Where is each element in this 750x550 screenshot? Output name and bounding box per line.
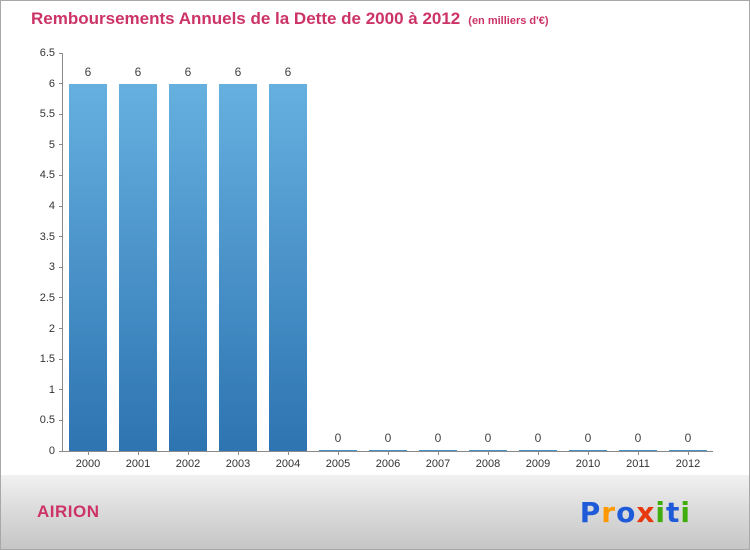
chart-subtitle: (en milliers d'€) bbox=[468, 15, 549, 27]
y-axis-label: 4 bbox=[48, 200, 55, 213]
y-axis-label: 4.5 bbox=[39, 169, 55, 182]
y-axis-tick bbox=[59, 266, 63, 268]
x-axis-tick bbox=[187, 451, 189, 455]
x-axis-label: 2007 bbox=[425, 458, 451, 470]
bar-value-label: 6 bbox=[234, 65, 242, 79]
bar bbox=[669, 450, 707, 451]
y-axis-tick bbox=[59, 52, 63, 54]
y-axis-tick bbox=[59, 419, 63, 421]
y-axis-tick bbox=[59, 144, 63, 146]
logo-letter: P bbox=[579, 495, 602, 529]
x-axis-tick bbox=[87, 451, 89, 455]
proxiti-logo: Proxiti bbox=[580, 496, 691, 529]
bar-value-label: 0 bbox=[684, 431, 692, 445]
x-axis-tick bbox=[287, 451, 289, 455]
bar-value-label: 0 bbox=[534, 431, 542, 445]
bar bbox=[219, 84, 257, 451]
logo-letter: r bbox=[601, 495, 617, 529]
y-axis-tick bbox=[59, 83, 63, 85]
y-axis-label: 1.5 bbox=[39, 353, 55, 366]
x-axis-label: 2008 bbox=[475, 458, 501, 470]
plot-area: 0 0.5 1 1.5 2 2.5 3 3.5 4 4.5 5 5.5 6 6.5 6 2000 6 2001 6 2… bbox=[40, 47, 713, 470]
chart-title: Remboursements Annuels de la Dette de 20… bbox=[31, 9, 461, 28]
bar-value-label: 0 bbox=[434, 431, 442, 445]
y-axis-tick bbox=[59, 450, 63, 452]
y-axis-label: 1 bbox=[48, 383, 55, 396]
y-axis-label: 2.5 bbox=[39, 291, 55, 304]
y-axis-label: 6 bbox=[48, 77, 55, 90]
bar bbox=[369, 450, 407, 451]
bar bbox=[519, 450, 557, 451]
x-axis-tick bbox=[387, 451, 389, 455]
y-axis-label: 6.5 bbox=[39, 47, 55, 59]
x-axis-tick bbox=[337, 451, 339, 455]
bar bbox=[569, 450, 607, 451]
y-axis-label: 0.5 bbox=[39, 414, 55, 427]
y-axis-tick bbox=[59, 205, 63, 207]
bar-value-label: 0 bbox=[334, 431, 342, 445]
y-axis-tick bbox=[59, 358, 63, 360]
y-axis-tick bbox=[59, 328, 63, 330]
x-axis-label: 2010 bbox=[575, 458, 601, 470]
bar bbox=[119, 84, 157, 451]
y-axis-tick bbox=[59, 389, 63, 391]
y-axis-tick bbox=[59, 113, 63, 115]
logo-letter: t bbox=[666, 495, 681, 529]
x-axis-tick bbox=[237, 451, 239, 455]
x-axis-label: 2002 bbox=[175, 458, 201, 470]
x-axis-label: 2011 bbox=[626, 458, 650, 470]
x-axis-tick bbox=[437, 451, 439, 455]
y-axis-tick bbox=[59, 297, 63, 299]
y-axis-label: 2 bbox=[48, 322, 55, 335]
x-axis-label: 2006 bbox=[375, 458, 401, 470]
bar-value-label: 6 bbox=[84, 65, 92, 79]
x-axis-tick bbox=[587, 451, 589, 455]
bar-value-label: 0 bbox=[634, 431, 642, 445]
bar bbox=[169, 84, 207, 451]
y-axis-line bbox=[62, 53, 63, 451]
y-axis-label: 5 bbox=[48, 138, 55, 151]
x-axis-label: 2009 bbox=[525, 458, 551, 470]
x-axis-label: 2005 bbox=[325, 458, 351, 470]
bar bbox=[419, 450, 457, 451]
x-axis-label: 2001 bbox=[125, 458, 151, 470]
bar bbox=[319, 450, 357, 451]
x-axis-label: 2000 bbox=[75, 458, 101, 470]
chart-header: Remboursements Annuels de la Dette de 20… bbox=[31, 9, 549, 29]
x-axis-tick bbox=[137, 451, 139, 455]
bar bbox=[69, 84, 107, 451]
y-axis-label: 3 bbox=[48, 261, 55, 274]
bar-value-label: 6 bbox=[284, 65, 292, 79]
x-axis-tick bbox=[537, 451, 539, 455]
y-axis-label: 3.5 bbox=[39, 230, 55, 243]
x-axis-tick bbox=[637, 451, 639, 455]
bar bbox=[469, 450, 507, 451]
bar-value-label: 0 bbox=[384, 431, 392, 445]
logo-letter: i bbox=[680, 495, 691, 529]
logo-letter: x bbox=[636, 495, 656, 529]
bar-value-label: 6 bbox=[184, 65, 192, 79]
footer: AIRION Proxiti bbox=[1, 475, 749, 549]
x-axis-label: 2004 bbox=[275, 458, 301, 470]
bar bbox=[269, 84, 307, 451]
logo-letter: o bbox=[616, 495, 637, 529]
bar-value-label: 0 bbox=[584, 431, 592, 445]
x-axis-tick bbox=[487, 451, 489, 455]
y-axis-label: 5.5 bbox=[39, 108, 55, 121]
org-name: AIRION bbox=[37, 502, 100, 521]
bar-value-label: 0 bbox=[484, 431, 492, 445]
x-axis-label: 2012 bbox=[675, 458, 701, 470]
logo-letter: i bbox=[655, 495, 666, 529]
bar bbox=[619, 450, 657, 451]
y-axis-label: 0 bbox=[48, 445, 55, 457]
bar-value-label: 6 bbox=[134, 65, 142, 79]
x-axis-label: 2003 bbox=[225, 458, 251, 470]
y-axis-tick bbox=[59, 174, 63, 176]
y-axis-tick bbox=[59, 236, 63, 238]
x-axis-tick bbox=[687, 451, 689, 455]
